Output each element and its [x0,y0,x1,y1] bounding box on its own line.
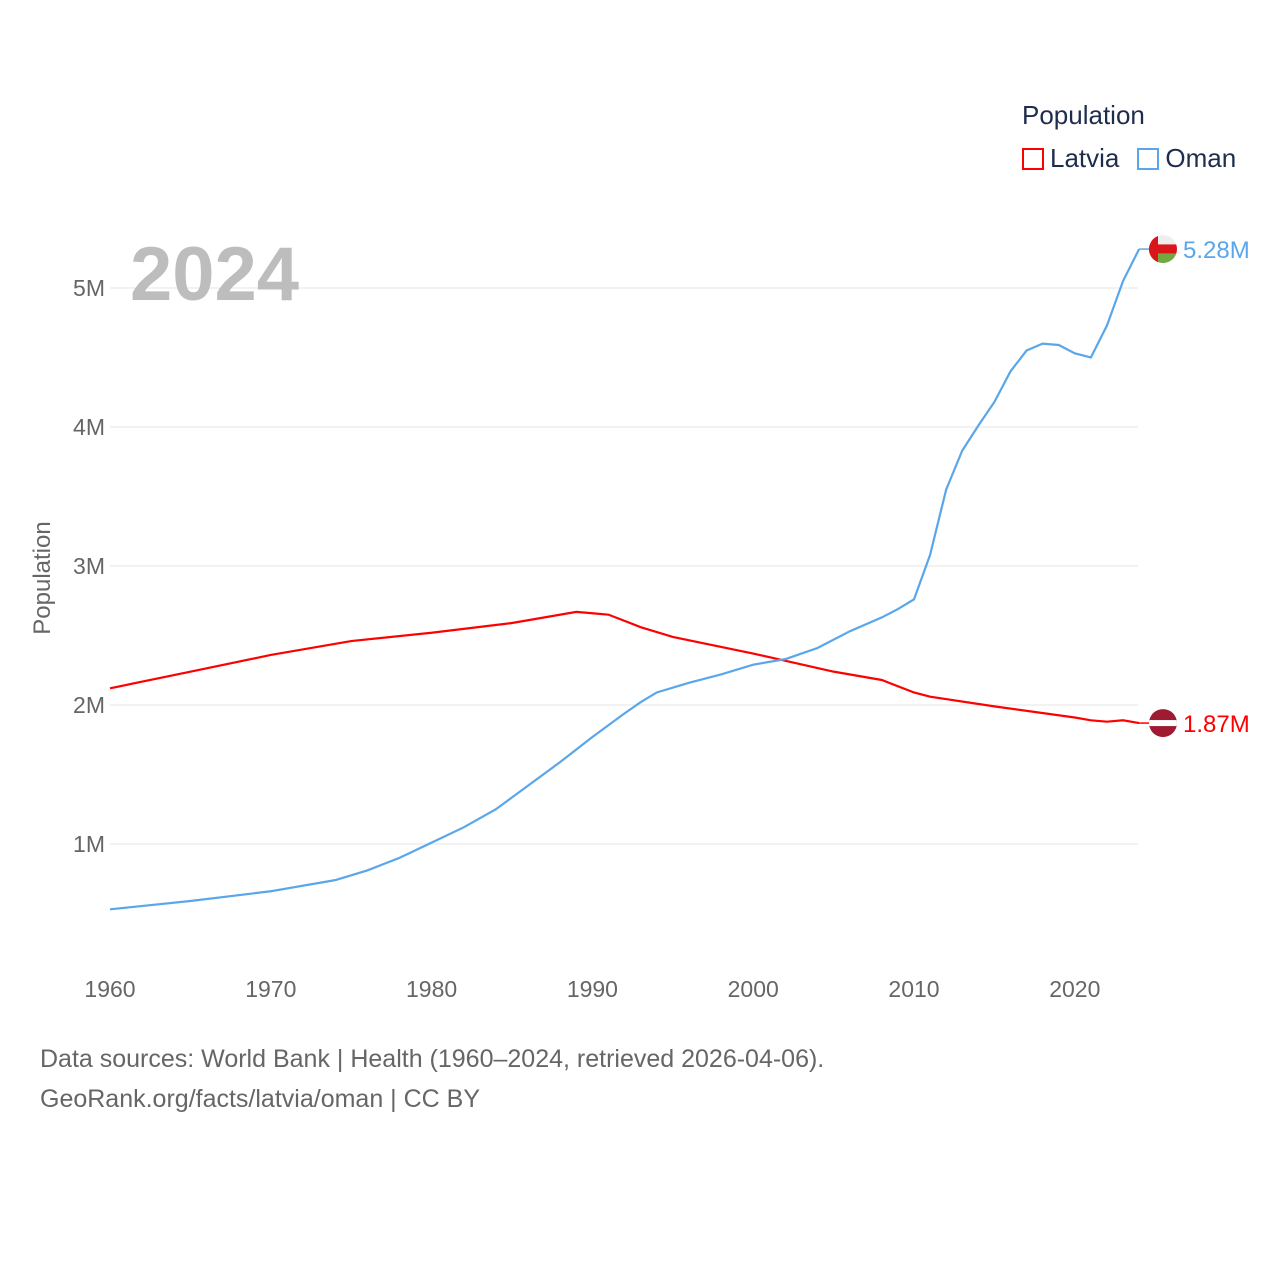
y-tick-label: 4M [73,414,105,440]
legend-label: Oman [1165,143,1237,173]
year-watermark: 2024 [130,232,299,317]
legend: Latvia Oman [1022,143,1236,174]
legend-label: Latvia [1050,143,1120,173]
x-tick-label: 1960 [84,976,135,1002]
x-tick-label: 2020 [1049,976,1100,1002]
series-line-oman [109,248,1141,911]
source-link[interactable]: GeoRank.org/facts/latvia/oman | CC BY [40,1085,481,1113]
legend-swatch-latvia [1022,147,1044,170]
latvia-flag-icon [1149,709,1177,738]
y-axis-label: Population [29,521,56,634]
legend-title: Population [1022,100,1145,130]
x-tick-label: 1980 [406,976,457,1002]
series-line-latvia [109,610,1140,725]
source-note: Data sources: World Bank | Health (1960–… [40,1045,825,1073]
end-value-label: 5.28M [1183,237,1250,264]
y-tick-label: 3M [73,553,105,579]
x-tick-label: 1970 [245,976,296,1002]
y-tick-label: 1M [73,831,105,857]
end-value-label: 1.87M [1183,711,1250,738]
legend-swatch-oman [1137,147,1160,170]
x-tick-label: 2010 [888,976,939,1002]
y-tick-label: 2M [73,692,105,718]
oman-flag-icon [1149,235,1177,264]
legend-item-oman[interactable]: Oman [1137,143,1236,174]
legend-item-latvia[interactable]: Latvia [1022,143,1119,174]
x-tick-label: 2000 [728,976,779,1002]
y-tick-label: 5M [73,275,105,301]
x-tick-label: 1990 [567,976,618,1002]
